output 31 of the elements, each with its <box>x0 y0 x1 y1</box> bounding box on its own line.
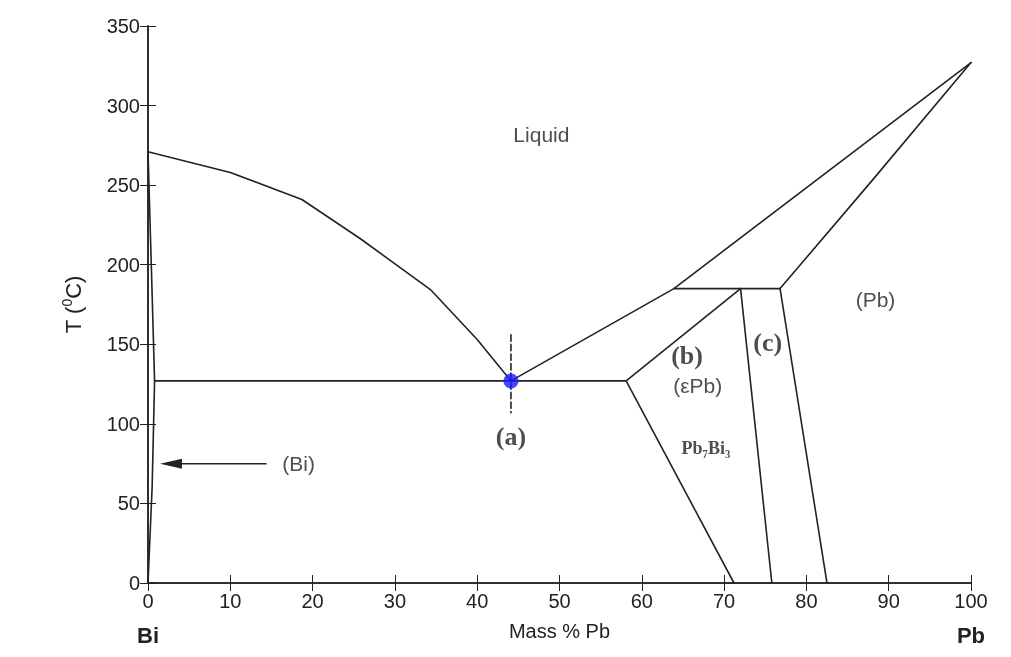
annotation: (a) <box>495 422 527 452</box>
annotation: (εPb) <box>673 374 723 398</box>
x-tick-label: 50 <box>548 590 571 612</box>
x-axis-title: Mass % Pb <box>508 620 611 642</box>
x-tick-label: 40 <box>466 590 489 612</box>
y-tick-label: 250 <box>106 174 140 197</box>
x-tick-label: 30 <box>383 590 407 612</box>
text: Pb <box>956 622 986 648</box>
y-tick-label: 200 <box>106 253 140 276</box>
x-tick-label: 60 <box>630 590 653 612</box>
x-tick-label: 90 <box>877 590 900 612</box>
x-tick-label: 0 <box>142 590 154 612</box>
x-tick-label: 100 <box>954 590 988 612</box>
x-tick-label: 10 <box>219 590 242 612</box>
annotation: Pb₇Bi₃ <box>681 437 731 458</box>
x-tick-label: 80 <box>795 590 818 612</box>
x-tick-label: 70 <box>712 590 736 612</box>
y-tick-label: 0 <box>128 572 140 594</box>
y-tick-label: 150 <box>106 333 140 356</box>
x-tick-label: 20 <box>301 590 324 612</box>
y-tick-label: 100 <box>106 412 140 435</box>
annotation: (Bi) <box>282 452 315 476</box>
y-tick-label: 300 <box>106 94 140 117</box>
annotation: Liquid <box>513 122 570 146</box>
annotation: (b) <box>671 340 703 370</box>
text: Bi <box>137 622 159 648</box>
annotation: (Pb) <box>855 288 896 312</box>
y-tick-label: 50 <box>117 492 140 515</box>
annotation: (c) <box>753 328 783 358</box>
y-tick-label: 350 <box>106 15 140 37</box>
y-axis-title: T (0C) <box>59 275 86 334</box>
